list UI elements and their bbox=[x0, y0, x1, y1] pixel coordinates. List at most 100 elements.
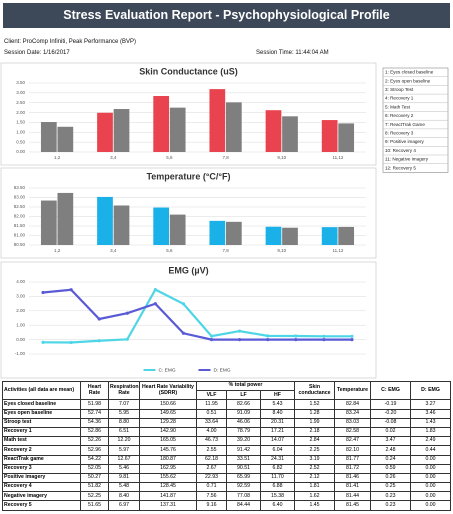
activity-cell: Math test bbox=[2, 436, 81, 447]
key-item: 3: Stroop Test bbox=[385, 87, 414, 92]
y-tick-label: 82.00 bbox=[14, 214, 26, 219]
value-cell: 12.20 bbox=[108, 436, 140, 447]
value-cell: 8.40 bbox=[259, 408, 296, 419]
table-row: Recovery 5 51.65 6.97 137.31 9.16 84.44 6.40 1.… bbox=[2, 500, 452, 511]
table-row: ReactTrak game 54.22 12.67 180.87 62.18 33.51… bbox=[2, 454, 452, 465]
column-header: Skin conductance bbox=[294, 380, 336, 401]
value-cell: 2.84 bbox=[294, 436, 336, 447]
value-cell: 1.45 bbox=[294, 500, 336, 511]
x-tick-label: 5,6 bbox=[166, 155, 173, 160]
chart-title: Skin Conductance (uS) bbox=[139, 66, 238, 76]
y-tick-label: 0.00 bbox=[16, 149, 25, 154]
y-tick-label: 81.50 bbox=[14, 223, 26, 228]
key-item: 5: Math Test bbox=[385, 104, 411, 109]
key-item: 12: Recovery 5 bbox=[385, 165, 416, 170]
value-cell: 165.05 bbox=[139, 436, 197, 447]
bar bbox=[40, 200, 57, 245]
value-cell: 0.25 bbox=[370, 482, 412, 493]
value-cell: 82.47 bbox=[334, 436, 372, 447]
bar bbox=[169, 107, 186, 152]
bar bbox=[169, 214, 186, 245]
bar bbox=[153, 96, 170, 152]
value-cell: 15.38 bbox=[259, 491, 296, 502]
value-cell: 52.96 bbox=[80, 445, 109, 456]
value-cell: 0.51 bbox=[196, 408, 227, 419]
table-row: Eyes open baseline 52.74 5.95 149.65 0.51 91.… bbox=[2, 408, 452, 419]
value-cell: 62.18 bbox=[196, 454, 227, 465]
value-cell: 1.28 bbox=[294, 408, 336, 419]
value-cell: 137.31 bbox=[139, 500, 197, 511]
series-point bbox=[209, 338, 214, 342]
value-cell: 81.46 bbox=[334, 472, 372, 484]
y-tick-label: 3.00 bbox=[16, 90, 25, 95]
column-header: Respiration Rate bbox=[108, 380, 140, 401]
bar bbox=[40, 122, 57, 152]
series-point bbox=[125, 311, 129, 315]
value-cell: 128.45 bbox=[139, 482, 197, 493]
value-cell: 149.65 bbox=[139, 408, 197, 419]
value-cell: 7.56 bbox=[196, 491, 227, 502]
report-title: Stress Evaluation Report - Psychophysiol… bbox=[3, 3, 450, 28]
bar bbox=[321, 120, 338, 152]
value-cell: 6.51 bbox=[108, 426, 140, 438]
series-point bbox=[153, 302, 157, 306]
value-cell: 0.23 bbox=[370, 500, 412, 511]
y-tick-label: 1.50 bbox=[16, 120, 25, 125]
y-tick-label: 3.50 bbox=[16, 80, 25, 85]
y-tick-label: 3.00 bbox=[16, 294, 25, 299]
chart-title: EMG (µV) bbox=[168, 265, 208, 275]
value-cell: 2.52 bbox=[294, 463, 336, 474]
summary-table: Activities (all data are mean) Heart Rate… bbox=[2, 380, 452, 511]
table-header: Activities (all data are mean) Heart Rate… bbox=[2, 380, 452, 401]
value-cell: 46.06 bbox=[226, 417, 261, 428]
value-cell: 5.95 bbox=[108, 408, 140, 419]
value-cell: 0.26 bbox=[370, 472, 412, 484]
key-item: 7: ReactTrak Game bbox=[385, 122, 425, 127]
value-cell: 6.88 bbox=[259, 482, 296, 493]
y-tick-label: 82.50 bbox=[14, 204, 26, 209]
value-cell: 81.44 bbox=[334, 491, 372, 502]
subcolumn-header: LF bbox=[226, 390, 261, 401]
value-cell: 51.65 bbox=[80, 500, 109, 511]
bar bbox=[97, 112, 113, 152]
subcolumn-header: VLF bbox=[196, 390, 227, 401]
column-header: % total power bbox=[195, 380, 296, 392]
value-cell: 9.16 bbox=[196, 500, 227, 511]
value-cell: 83.03 bbox=[334, 417, 372, 428]
series-point bbox=[181, 302, 186, 306]
client-info: Client: ProComp Infiniti, Peak Performan… bbox=[4, 39, 137, 45]
y-tick-label: 4.00 bbox=[16, 279, 25, 284]
value-cell: 52.05 bbox=[80, 463, 109, 474]
value-cell: 22.93 bbox=[196, 472, 227, 484]
session-time: Session Time: 11:44:04 AM bbox=[256, 50, 329, 56]
series-point bbox=[41, 340, 45, 344]
value-cell: 82.58 bbox=[334, 426, 372, 438]
value-cell: 54.36 bbox=[80, 417, 109, 428]
value-cell: 51.82 bbox=[80, 482, 109, 493]
bar bbox=[338, 123, 355, 152]
key-item: 4: Recovery 1 bbox=[385, 96, 414, 101]
y-tick-label: 2.00 bbox=[16, 110, 25, 115]
value-cell: 90.51 bbox=[226, 463, 261, 474]
value-cell: 3.46 bbox=[410, 408, 452, 419]
series-point bbox=[69, 288, 73, 292]
activity-cell: Recovery 5 bbox=[2, 500, 81, 511]
series-point bbox=[350, 338, 354, 342]
bar bbox=[282, 227, 298, 245]
series-point bbox=[238, 338, 242, 342]
x-tick-label: 11,12 bbox=[332, 248, 343, 253]
value-cell: 2.67 bbox=[196, 463, 227, 474]
table-row: Math test 52.26 12.20 165.05 46.73 39.20 14.07… bbox=[2, 436, 452, 447]
value-cell: 1.43 bbox=[410, 417, 452, 428]
bar bbox=[209, 220, 226, 245]
value-cell: 8.80 bbox=[108, 417, 140, 428]
value-cell: 81.72 bbox=[334, 463, 372, 474]
value-cell: 82.66 bbox=[226, 399, 261, 410]
value-cell: 0.00 bbox=[410, 500, 452, 511]
value-cell: -0.20 bbox=[370, 408, 412, 419]
value-cell: 78.79 bbox=[226, 426, 261, 438]
value-cell: 0.00 bbox=[410, 463, 452, 474]
chart-frame bbox=[0, 261, 377, 379]
table-row: Negative imagery 52.25 8.40 141.87 7.56 77.08… bbox=[2, 491, 452, 502]
